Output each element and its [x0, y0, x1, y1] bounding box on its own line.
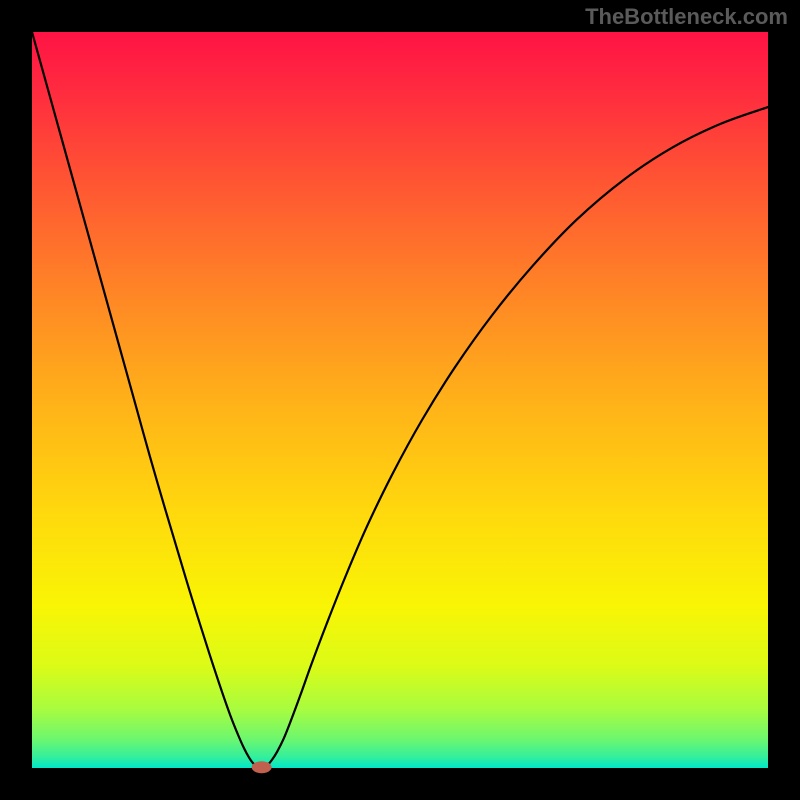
curve-min-marker — [252, 761, 272, 773]
chart-container: TheBottleneck.com — [0, 0, 800, 800]
bottleneck-chart — [0, 0, 800, 800]
chart-plot-background — [32, 32, 768, 768]
watermark-text: TheBottleneck.com — [585, 4, 788, 30]
